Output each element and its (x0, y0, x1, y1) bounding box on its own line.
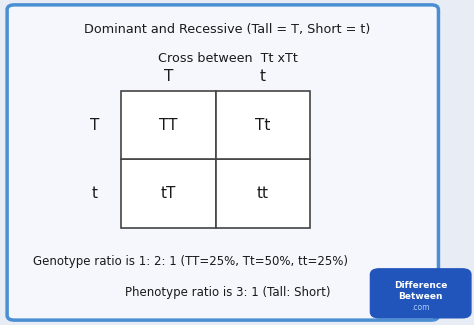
Text: Dominant and Recessive (Tall = T, Short = t): Dominant and Recessive (Tall = T, Short … (84, 23, 371, 36)
Text: Tt: Tt (255, 118, 271, 133)
Text: Phenotype ratio is 3: 1 (Tall: Short): Phenotype ratio is 3: 1 (Tall: Short) (125, 286, 330, 299)
Text: tT: tT (161, 186, 176, 201)
Bar (121, 91, 216, 159)
Text: tt: tt (257, 186, 269, 201)
Text: Cross between  Tt xTt: Cross between Tt xTt (157, 52, 298, 65)
Text: TT: TT (159, 118, 178, 133)
Text: t: t (260, 69, 266, 84)
Bar (216, 159, 310, 228)
Bar (121, 159, 216, 228)
Text: T: T (90, 118, 100, 133)
Text: t: t (92, 186, 98, 201)
Bar (216, 91, 310, 159)
FancyBboxPatch shape (370, 268, 472, 318)
Text: T: T (164, 69, 173, 84)
Text: Genotype ratio is 1: 2: 1 (TT=25%, Tt=50%, tt=25%): Genotype ratio is 1: 2: 1 (TT=25%, Tt=50… (33, 255, 348, 268)
Text: .com: .com (411, 303, 430, 312)
FancyBboxPatch shape (7, 5, 438, 320)
Text: Between: Between (399, 292, 443, 301)
Text: Difference: Difference (394, 280, 447, 290)
